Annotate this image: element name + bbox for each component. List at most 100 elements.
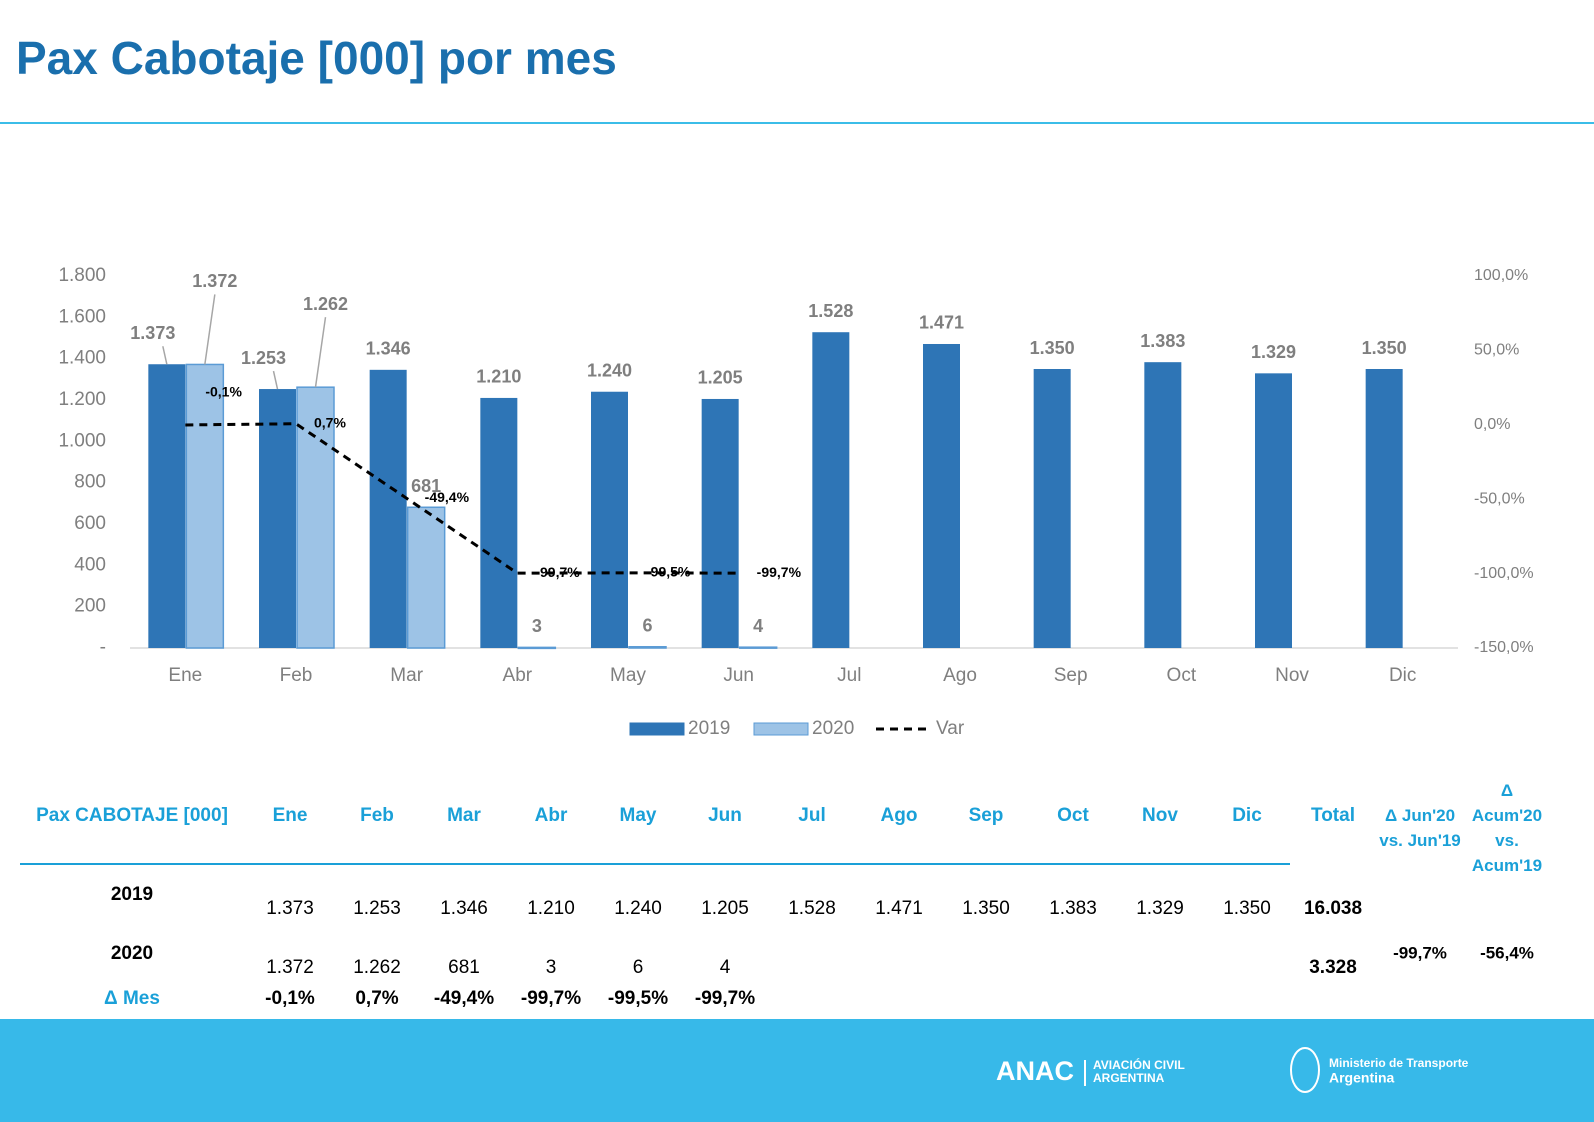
- table-header: Total: [1311, 805, 1355, 826]
- table-cell: 0,7%: [355, 988, 398, 1009]
- bar: [591, 391, 628, 648]
- table-header: Ene: [273, 805, 308, 826]
- bar-value-label: 1.346: [366, 339, 411, 359]
- row-label: 2020: [111, 943, 153, 964]
- x-tick-label: Ago: [943, 665, 977, 686]
- footer-brand: ANAC: [996, 1056, 1074, 1086]
- bar-value-label: 1.528: [808, 301, 853, 321]
- leader-line: [272, 370, 279, 390]
- y2-tick-label: -100,0%: [1474, 565, 1534, 582]
- legend-label: 2020: [812, 718, 854, 739]
- y-tick-label: -: [100, 637, 106, 658]
- footer-emblem: [1290, 1047, 1320, 1093]
- footer-brand-sub: ARGENTINA: [1093, 1071, 1165, 1085]
- table-total: 3.328: [1309, 957, 1357, 978]
- line-value-label: -99,5%: [646, 564, 691, 580]
- y-tick-label: 1.200: [58, 389, 106, 410]
- table-header: Jun: [708, 805, 742, 826]
- bar-value-label: 1.253: [241, 348, 286, 368]
- bar: [480, 397, 518, 648]
- bar: [406, 506, 446, 649]
- table-cell: 1.373: [266, 898, 314, 919]
- x-tick-label: Feb: [280, 665, 313, 686]
- table-cell: 1.350: [962, 898, 1010, 919]
- x-tick-label: Dic: [1389, 665, 1416, 686]
- table-cell: 1.262: [353, 957, 401, 978]
- bar: [812, 332, 850, 648]
- table-total: 16.038: [1304, 898, 1362, 919]
- table-cell: 1.383: [1049, 898, 1097, 919]
- x-tick-label: Ene: [168, 665, 202, 686]
- y2-tick-label: 0,0%: [1474, 416, 1510, 433]
- x-tick-label: Nov: [1275, 665, 1309, 686]
- table-header: Dic: [1232, 805, 1262, 826]
- bar: [738, 646, 778, 649]
- y-tick-label: 1.800: [58, 265, 106, 286]
- table-cell: 681: [448, 957, 480, 978]
- table-header: vs.: [1495, 831, 1519, 850]
- table-cell: -0,1%: [265, 988, 315, 1009]
- line-value-label: -49,4%: [425, 489, 470, 505]
- bar-value-label: 6: [642, 616, 652, 636]
- table-cell: 1.528: [788, 898, 836, 919]
- x-tick-label: Jun: [723, 665, 754, 686]
- table-header: Jul: [798, 805, 825, 826]
- table-cell: 1.329: [1136, 898, 1184, 919]
- row-label: Δ Mes: [104, 988, 160, 1009]
- bar-value-label: 4: [753, 616, 763, 636]
- table-cell: 1.346: [440, 898, 488, 919]
- bar: [369, 369, 407, 648]
- table-header: Acum'20: [1472, 806, 1542, 825]
- y2-tick-label: 50,0%: [1474, 342, 1519, 359]
- table-cell: -49,4%: [434, 988, 494, 1009]
- table-header: Pax CABOTAJE [000]: [36, 805, 228, 826]
- legend-swatch: [629, 722, 685, 736]
- table-header: Oct: [1057, 805, 1089, 826]
- line-value-label: -99,7%: [757, 564, 802, 580]
- table-header: Mar: [447, 805, 481, 826]
- table-cell: 1.471: [875, 898, 923, 919]
- table-header: May: [620, 805, 657, 826]
- y2-tick-label: -150,0%: [1474, 639, 1534, 656]
- table-header: vs. Jun'19: [1379, 831, 1461, 850]
- table-cell: 1.350: [1223, 898, 1271, 919]
- line-value-label: -0,1%: [205, 384, 242, 400]
- y-tick-label: 400: [74, 554, 106, 575]
- bar: [1255, 373, 1292, 648]
- y2-tick-label: -50,0%: [1474, 490, 1525, 507]
- line-value-label: -99,7%: [535, 564, 580, 580]
- table-header: Feb: [360, 805, 394, 826]
- bar: [259, 389, 296, 648]
- line-value-label: 0,7%: [314, 414, 346, 430]
- x-tick-label: Oct: [1167, 665, 1197, 686]
- table-cell: 1.210: [527, 898, 575, 919]
- x-tick-label: Abr: [503, 665, 533, 686]
- table-cell: -99,7%: [695, 988, 755, 1009]
- bar: [185, 363, 225, 649]
- bar: [1365, 369, 1403, 648]
- x-tick-label: Mar: [390, 665, 423, 686]
- table-header: Nov: [1142, 805, 1178, 826]
- table-delta: -99,7%: [1393, 943, 1447, 962]
- legend-swatch: [753, 722, 809, 736]
- y-tick-label: 1.400: [58, 348, 106, 369]
- table-cell: 6: [633, 957, 644, 978]
- leader-line: [204, 294, 216, 365]
- footer-ministry: Argentina: [1329, 1070, 1395, 1086]
- table-header: Acum'19: [1472, 856, 1542, 875]
- bar: [148, 364, 186, 648]
- legend-label: Var: [936, 718, 965, 739]
- bar: [701, 398, 739, 648]
- bar-value-label: 1.240: [587, 360, 632, 380]
- table-cell: -99,5%: [608, 988, 668, 1009]
- x-tick-label: May: [610, 665, 646, 686]
- bar: [1033, 369, 1071, 648]
- y-tick-label: 800: [74, 472, 106, 493]
- bar-value-label: 1.205: [698, 368, 743, 388]
- table-cell: 1.372: [266, 957, 314, 978]
- y-tick-label: 1.600: [58, 306, 106, 327]
- table-cell: 1.253: [353, 898, 401, 919]
- footer-brand-sub: AVIACIÓN CIVIL: [1093, 1057, 1185, 1072]
- x-tick-label: Sep: [1054, 665, 1088, 686]
